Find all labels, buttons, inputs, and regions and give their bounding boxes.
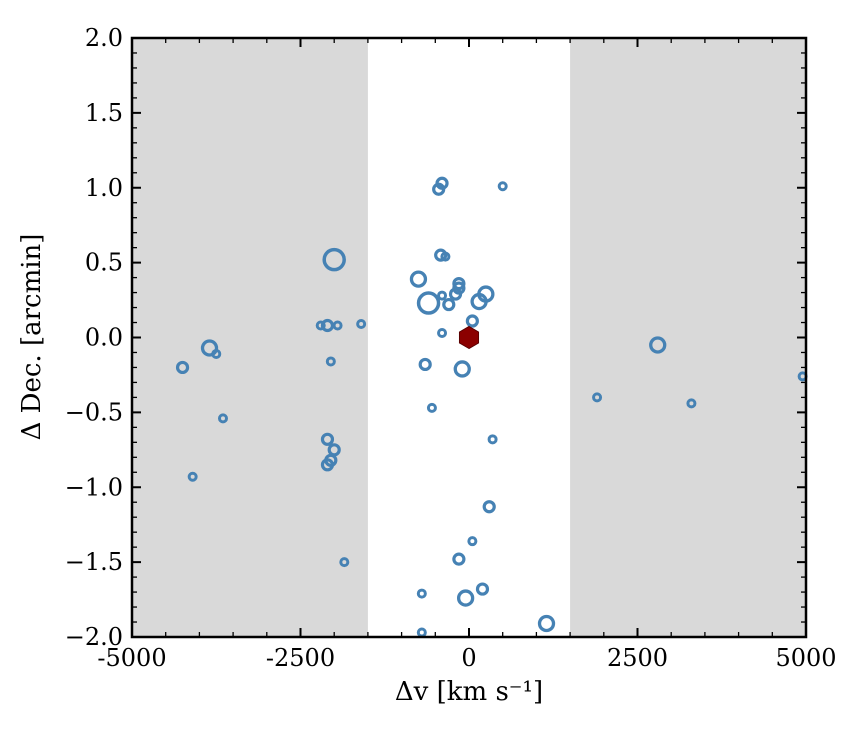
data-point-43	[537, 614, 556, 633]
x-tick-label-1: -2500	[266, 644, 335, 672]
data-point-17	[432, 182, 446, 196]
data-point-42	[416, 627, 427, 638]
y-tick-labels: −2.0 −1.5 −1.0 −0.5 0.0 0.5 1.0 1.5 2.0	[65, 24, 123, 651]
data-point-5	[322, 247, 346, 272]
shaded-region-0	[132, 38, 368, 637]
data-point-14	[320, 458, 335, 472]
data-point-6	[315, 320, 326, 331]
data-point-46	[686, 398, 697, 409]
y-tick-label-1: −1.5	[65, 548, 123, 576]
data-point-32	[418, 357, 432, 372]
y-tick-label-7: 1.5	[85, 99, 123, 127]
y-tick-label-5: 0.5	[85, 249, 123, 277]
data-point-18	[497, 181, 508, 192]
data-point-15	[339, 557, 350, 568]
data-point-34	[426, 402, 437, 413]
data-point-33	[453, 360, 471, 378]
data-point-21	[409, 270, 428, 288]
data-point-9	[356, 319, 367, 330]
data-point-8	[332, 320, 343, 331]
plot-frame	[130, 36, 808, 639]
data-point-4	[187, 471, 198, 482]
data-point-31	[437, 328, 448, 339]
data-point-38	[452, 552, 466, 566]
data-point-20	[440, 251, 451, 262]
data-point-30	[465, 314, 479, 328]
data-point-44	[592, 392, 603, 403]
data-point-45	[649, 336, 667, 354]
data-point-27	[416, 291, 441, 315]
x-tick-labels: -5000 -2500 0 2500 5000	[97, 644, 836, 672]
data-point-36	[482, 500, 496, 514]
y-tick-label-2: −1.0	[65, 473, 123, 501]
data-point-2	[211, 348, 222, 359]
data-point-39	[416, 588, 427, 599]
y-tick-label-4: 0.0	[85, 324, 123, 352]
data-point-0	[175, 360, 190, 375]
center-marker-group	[458, 325, 480, 350]
y-tick-label-6: 1.0	[85, 174, 123, 202]
data-point-7	[320, 318, 335, 333]
data-point-19	[434, 248, 448, 262]
data-point-40	[475, 582, 490, 596]
shaded-region-1	[570, 38, 806, 637]
data-point-1	[200, 339, 219, 357]
data-point-28	[442, 297, 456, 312]
x-tick-label-3: 2500	[607, 644, 668, 672]
x-tick-label-2: 0	[461, 644, 476, 672]
data-point-10	[325, 356, 336, 367]
data-point-35	[487, 434, 498, 445]
data-point-25	[448, 287, 463, 301]
data-points	[175, 176, 808, 638]
data-point-29	[470, 292, 488, 311]
y-tick-label-0: −2.0	[65, 623, 123, 651]
y-axis-label: Δ Dec. [arcmin]	[17, 234, 47, 441]
x-tick-label-4: 5000	[775, 644, 836, 672]
x-tick-label-0: -5000	[97, 644, 166, 672]
data-point-24	[437, 290, 448, 301]
data-point-11	[320, 432, 335, 446]
axis-ticks	[131, 37, 807, 638]
data-point-41	[456, 589, 475, 607]
data-point-3	[217, 413, 228, 424]
center-hexagon-marker	[458, 325, 480, 350]
x-axis-label: Δv [km s⁻¹]	[395, 677, 543, 707]
data-point-37	[467, 536, 478, 547]
y-tick-label-3: −0.5	[65, 398, 123, 426]
shaded-regions	[132, 38, 806, 637]
y-tick-label-8: 2.0	[85, 24, 123, 52]
